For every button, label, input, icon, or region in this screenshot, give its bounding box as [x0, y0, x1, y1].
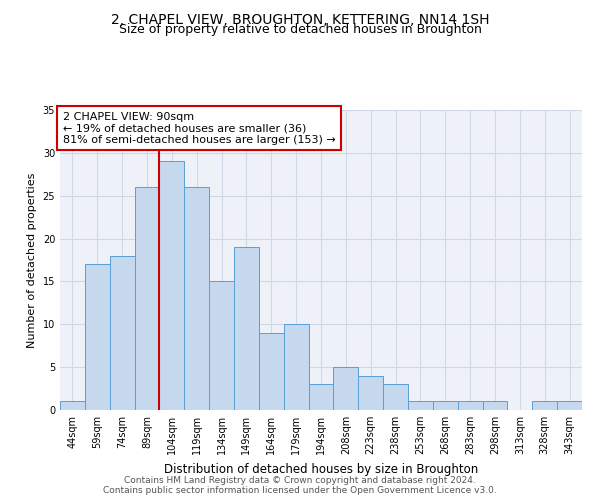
Bar — [160, 162, 184, 410]
Bar — [60, 402, 85, 410]
Bar — [284, 324, 308, 410]
Bar — [334, 367, 358, 410]
Bar — [358, 376, 383, 410]
Bar — [259, 333, 284, 410]
Bar — [134, 187, 160, 410]
Text: 2, CHAPEL VIEW, BROUGHTON, KETTERING, NN14 1SH: 2, CHAPEL VIEW, BROUGHTON, KETTERING, NN… — [111, 12, 489, 26]
Text: Size of property relative to detached houses in Broughton: Size of property relative to detached ho… — [119, 22, 481, 36]
Bar — [383, 384, 408, 410]
Bar — [532, 402, 557, 410]
Bar — [433, 402, 458, 410]
Bar — [234, 247, 259, 410]
X-axis label: Distribution of detached houses by size in Broughton: Distribution of detached houses by size … — [164, 462, 478, 475]
Bar — [458, 402, 482, 410]
Bar — [308, 384, 334, 410]
Text: Contains HM Land Registry data © Crown copyright and database right 2024.
Contai: Contains HM Land Registry data © Crown c… — [103, 476, 497, 495]
Bar — [209, 282, 234, 410]
Bar — [110, 256, 134, 410]
Text: 2 CHAPEL VIEW: 90sqm
← 19% of detached houses are smaller (36)
81% of semi-detac: 2 CHAPEL VIEW: 90sqm ← 19% of detached h… — [62, 112, 335, 144]
Bar — [482, 402, 508, 410]
Bar — [557, 402, 582, 410]
Bar — [85, 264, 110, 410]
Y-axis label: Number of detached properties: Number of detached properties — [27, 172, 37, 348]
Bar — [408, 402, 433, 410]
Bar — [184, 187, 209, 410]
